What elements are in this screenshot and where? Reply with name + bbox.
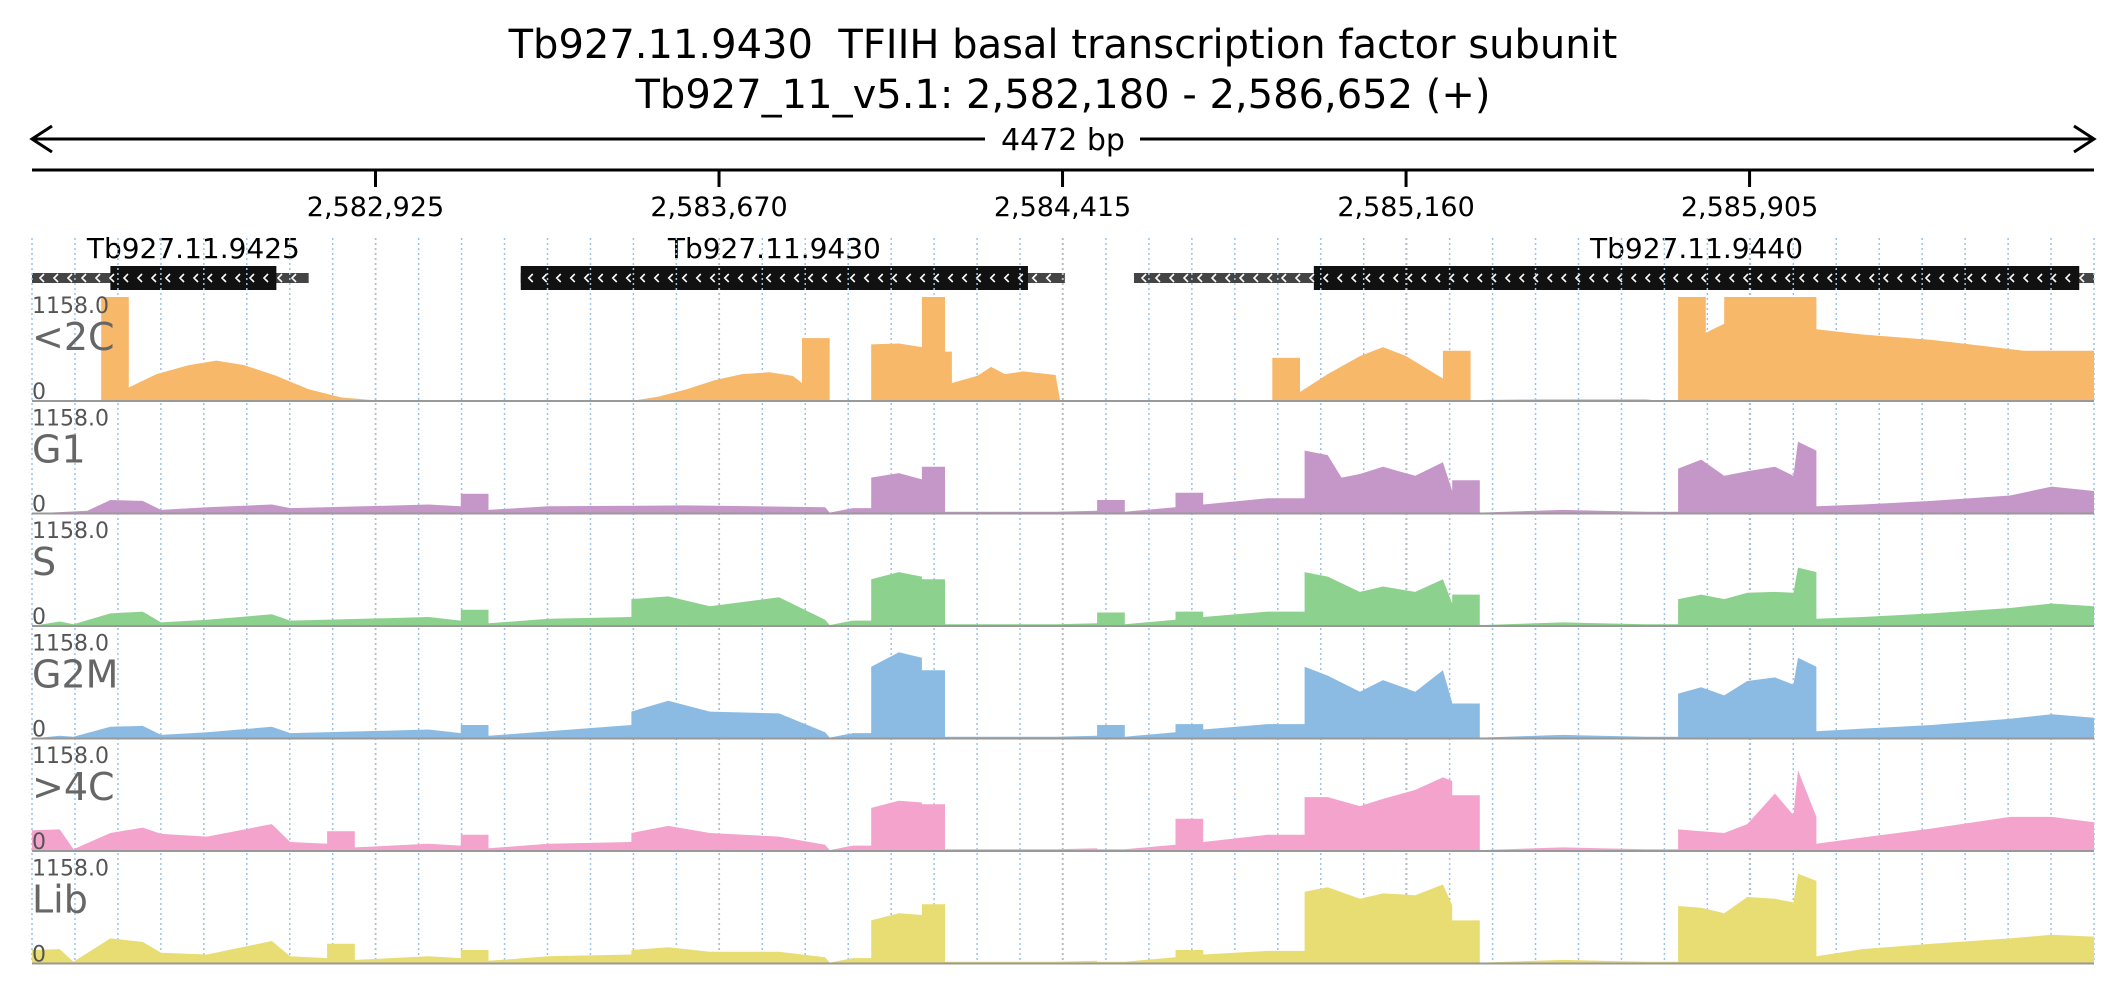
coverage-track: 1158.0 0 >4C [32,744,2094,855]
coverage-area [32,770,2094,851]
coverage-track: 1158.0 0 Lib [32,857,2094,968]
span-arrow-right-icon [2073,124,2097,154]
coverage-track: 1158.0 0 G2M [32,632,2094,743]
coverage-area [32,567,2094,626]
gene-label: Tb927.11.9425 [86,232,300,265]
gene-title: Tb927.11.9430 TFIIH basal transcription … [508,22,1618,68]
span-arrow-left-icon [29,124,53,154]
track-max-label: 1158.0 [32,857,109,882]
ruler-tick-label: 2,585,160 [1337,192,1474,223]
track-max-label: 1158.0 [32,519,109,544]
track-max-label: 1158.0 [32,744,109,769]
coverage-area [32,652,2094,739]
track-max-label: 1158.0 [32,632,109,657]
track-min-label: 0 [32,380,46,405]
coverage-track: 1158.0 0 G1 [32,407,2094,518]
track-min-label: 0 [32,605,46,630]
track-name-label: <2C [32,315,115,359]
track-max-label: 1158.0 [32,294,109,319]
coverage-tracks: 1158.00<2C1158.00G11158.00S1158.00G2M115… [32,294,2094,968]
track-min-label: 0 [32,943,46,968]
coverage-area [32,441,2094,514]
ruler-tick-label: 2,582,925 [307,192,444,223]
track-name-label: Lib [32,878,88,922]
coverage-area [32,873,2094,964]
gene-annotation-track: Tb927.11.9425 Tb927.11.9430 Tb927.11.9440 [32,232,2094,290]
track-min-label: 0 [32,493,46,518]
track-name-label: S [32,540,56,584]
track-min-label: 0 [32,718,46,743]
ruler-tick-label: 2,585,905 [1681,192,1818,223]
strand-chevron-icon [38,273,297,283]
track-name-label: G2M [32,653,118,697]
title-block: Tb927.11.9430 TFIIH basal transcription … [0,20,2126,120]
track-name-label: G1 [32,428,86,472]
gene-label: Tb927.11.9430 [667,232,881,265]
gene-label: Tb927.11.9440 [1589,232,1803,265]
track-name-label: >4C [32,765,115,809]
gene-cds-block [520,266,1028,290]
track-max-label: 1158.0 [32,407,109,432]
coordinate-ruler: 2,582,925 2,583,670 2,584,415 2,585,160 2,58… [32,168,2094,223]
gene-cds-block [1313,266,2080,290]
region-span-indicator: 4472 bp [29,123,2097,158]
coverage-track: 1158.0 0 S [32,519,2094,630]
coverage-area [32,297,2094,401]
ruler-tick-label: 2,583,670 [650,192,787,223]
span-length-label: 4472 bp [1001,123,1125,158]
track-min-label: 0 [32,830,46,855]
coverage-track: 1158.0 0 <2C [32,294,2094,405]
genomic-coordinates: Tb927_11_v5.1: 2,582,180 - 2,586,652 (+) [635,72,1491,118]
ruler-tick-label: 2,584,415 [994,192,1131,223]
